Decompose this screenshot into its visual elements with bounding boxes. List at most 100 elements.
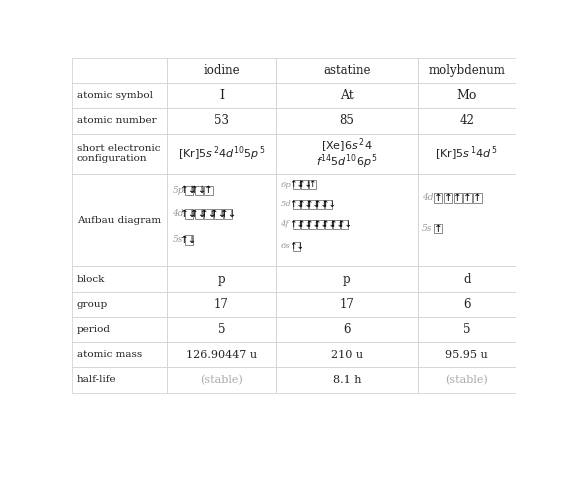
- Text: 126.90447 u: 126.90447 u: [186, 350, 257, 360]
- Text: 17: 17: [214, 298, 229, 311]
- Bar: [72, 342, 167, 367]
- Bar: [195, 186, 203, 195]
- Bar: [418, 174, 516, 267]
- Bar: [276, 267, 418, 292]
- Text: atomic symbol: atomic symbol: [77, 91, 153, 100]
- Bar: [276, 134, 418, 174]
- Text: ↑: ↑: [473, 193, 482, 203]
- Text: 42: 42: [460, 114, 474, 127]
- Bar: [167, 108, 276, 134]
- Text: short electronic
configuration: short electronic configuration: [77, 144, 160, 163]
- Bar: [185, 209, 193, 218]
- Text: 4f: 4f: [280, 220, 289, 228]
- Text: 6: 6: [343, 323, 351, 336]
- Bar: [72, 317, 167, 342]
- Text: ↑↓: ↑↓: [289, 242, 304, 251]
- Text: ↑↓: ↑↓: [210, 209, 227, 219]
- Bar: [276, 58, 418, 83]
- Bar: [293, 220, 300, 229]
- Bar: [167, 317, 276, 342]
- Bar: [276, 174, 418, 267]
- Text: $\mathrm{[Kr]5}s^{\,2}4d^{10}5p^{\,5}$: $\mathrm{[Kr]5}s^{\,2}4d^{10}5p^{\,5}$: [178, 144, 265, 163]
- Text: 4d: 4d: [172, 209, 184, 218]
- Text: ↑↓: ↑↓: [305, 200, 320, 209]
- Bar: [418, 58, 516, 83]
- Bar: [434, 193, 442, 202]
- Bar: [167, 367, 276, 393]
- Bar: [309, 220, 316, 229]
- Bar: [325, 200, 332, 209]
- Text: ↑↓: ↑↓: [200, 209, 217, 219]
- Text: ↑: ↑: [463, 193, 472, 203]
- Bar: [418, 342, 516, 367]
- Text: ↑↓: ↑↓: [313, 220, 328, 229]
- Text: 4d: 4d: [422, 193, 433, 202]
- Bar: [418, 367, 516, 393]
- Text: ↑: ↑: [434, 193, 442, 203]
- Bar: [418, 134, 516, 174]
- Text: ↑↓: ↑↓: [190, 186, 207, 195]
- Bar: [224, 209, 233, 218]
- Text: 5s: 5s: [172, 235, 183, 244]
- Bar: [341, 220, 348, 229]
- Text: iodine: iodine: [203, 64, 240, 77]
- Text: 5s: 5s: [422, 224, 432, 233]
- Bar: [293, 200, 300, 209]
- Text: $\mathrm{[Kr]5}s^{\,1}4d^{\,5}$: $\mathrm{[Kr]5}s^{\,1}4d^{\,5}$: [435, 145, 499, 163]
- Bar: [276, 342, 418, 367]
- Text: I: I: [219, 89, 224, 102]
- Text: ↑↓: ↑↓: [289, 180, 304, 189]
- Text: molybdenum: molybdenum: [429, 64, 505, 77]
- Text: ↑↓: ↑↓: [305, 220, 320, 229]
- Bar: [167, 292, 276, 317]
- Text: atomic number: atomic number: [77, 117, 156, 125]
- Text: 95.95 u: 95.95 u: [445, 350, 488, 360]
- Text: p: p: [343, 272, 351, 285]
- Bar: [418, 317, 516, 342]
- Text: p: p: [218, 272, 225, 285]
- Bar: [276, 317, 418, 342]
- Bar: [185, 186, 193, 195]
- Text: d: d: [463, 272, 470, 285]
- Bar: [464, 193, 472, 202]
- Bar: [418, 83, 516, 108]
- Text: ↑↓: ↑↓: [289, 220, 304, 229]
- Text: ↑↓: ↑↓: [321, 200, 336, 209]
- Text: block: block: [77, 275, 105, 283]
- Bar: [185, 235, 193, 244]
- Text: At: At: [340, 89, 354, 102]
- Text: 17: 17: [340, 298, 354, 311]
- Text: ↑: ↑: [204, 186, 213, 195]
- Text: ↑↓: ↑↓: [329, 220, 344, 229]
- Bar: [309, 180, 316, 189]
- Bar: [72, 58, 167, 83]
- Bar: [167, 342, 276, 367]
- Bar: [205, 209, 213, 218]
- Bar: [454, 193, 462, 202]
- Bar: [309, 200, 316, 209]
- Bar: [317, 200, 324, 209]
- Bar: [167, 174, 276, 267]
- Text: 5: 5: [463, 323, 470, 336]
- Bar: [418, 292, 516, 317]
- Text: ↑: ↑: [444, 193, 452, 203]
- Text: 53: 53: [214, 114, 229, 127]
- Text: 8.1 h: 8.1 h: [333, 375, 361, 385]
- Bar: [301, 180, 308, 189]
- Bar: [333, 220, 340, 229]
- Text: atomic mass: atomic mass: [77, 350, 142, 359]
- Text: ↑↓: ↑↓: [297, 200, 312, 209]
- Bar: [72, 83, 167, 108]
- Bar: [205, 186, 213, 195]
- Text: half-life: half-life: [77, 375, 116, 385]
- Bar: [167, 267, 276, 292]
- Text: 5p: 5p: [172, 186, 184, 195]
- Bar: [418, 108, 516, 134]
- Bar: [72, 367, 167, 393]
- Bar: [325, 220, 332, 229]
- Bar: [301, 200, 308, 209]
- Bar: [72, 292, 167, 317]
- Bar: [72, 108, 167, 134]
- Text: $f^{14}5d^{10}6p^{\,5}$: $f^{14}5d^{10}6p^{\,5}$: [316, 152, 378, 171]
- Text: ↑↓: ↑↓: [313, 200, 328, 209]
